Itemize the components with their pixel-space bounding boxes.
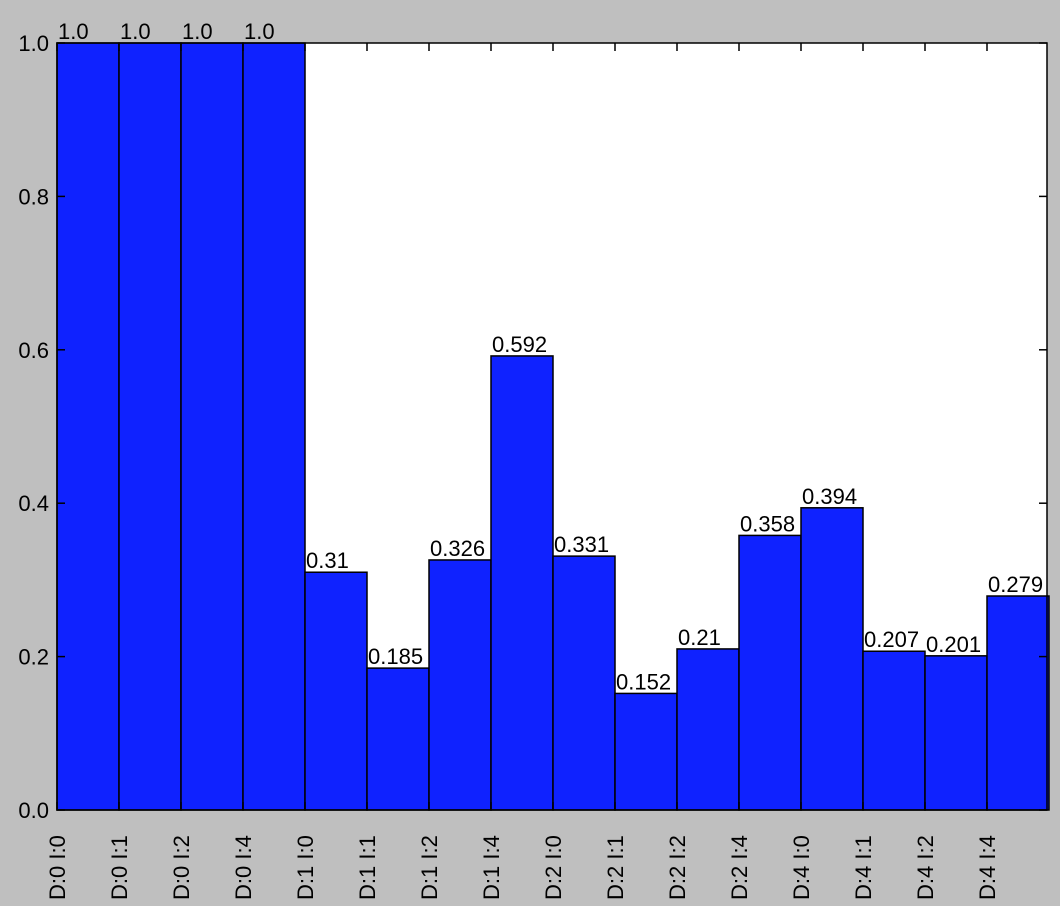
x-tick-label-2: D:0 I:2 — [169, 835, 194, 900]
bar-10 — [676, 648, 740, 811]
value-label-12: 0.394 — [802, 484, 857, 509]
x-tick-label-14: D:4 I:2 — [913, 835, 938, 900]
bar-4 — [304, 571, 368, 811]
x-tick-label-6: D:1 I:2 — [417, 835, 442, 900]
x-tick-label-7: D:1 I:4 — [479, 835, 504, 900]
y-tick-label-5: 1.0 — [18, 31, 49, 56]
y-tick-label-3: 0.6 — [18, 338, 49, 363]
bar-13 — [862, 650, 926, 811]
bar-6 — [428, 559, 492, 811]
bar-11 — [738, 534, 802, 811]
value-label-14: 0.201 — [926, 632, 981, 657]
value-label-1: 1.0 — [120, 19, 151, 44]
x-tick-label-8: D:2 I:0 — [541, 835, 566, 900]
x-tick-label-1: D:0 I:1 — [107, 835, 132, 900]
value-label-10: 0.21 — [678, 625, 721, 650]
bar-15 — [986, 595, 1050, 811]
value-label-7: 0.592 — [492, 332, 547, 357]
x-tick-label-0: D:0 I:0 — [45, 835, 70, 900]
x-tick-label-9: D:2 I:1 — [603, 835, 628, 900]
bar-0 — [56, 42, 120, 811]
y-axis: 0.0 0.2 0.4 0.6 0.8 1.0 — [18, 31, 1047, 823]
value-label-15: 0.279 — [988, 572, 1043, 597]
value-label-0: 1.0 — [58, 19, 89, 44]
bar-9 — [614, 692, 678, 811]
x-tick-label-12: D:4 I:0 — [789, 835, 814, 900]
bar-14 — [924, 655, 988, 811]
bar-7 — [490, 355, 554, 811]
x-tick-label-4: D:1 I:0 — [293, 835, 318, 900]
bar-3 — [242, 42, 306, 811]
value-label-8: 0.331 — [554, 532, 609, 557]
x-tick-label-11: D:2 I:4 — [727, 835, 752, 900]
value-labels-group: 1.0 1.0 1.0 1.0 0.31 0.185 0.326 0.592 0.331 0.15… — [58, 19, 1043, 694]
value-label-11: 0.358 — [740, 511, 795, 536]
bars-group — [56, 42, 1050, 811]
x-tick-label-10: D:2 I:2 — [665, 835, 690, 900]
x-tick-label-5: D:1 I:1 — [355, 835, 380, 900]
y-tick-label-4: 0.8 — [18, 184, 49, 209]
value-label-9: 0.152 — [616, 669, 671, 694]
x-tick-label-13: D:4 I:1 — [851, 835, 876, 900]
bar-2 — [180, 42, 244, 811]
bar-1 — [118, 42, 182, 811]
x-tick-label-15: D:4 I:4 — [975, 835, 1000, 900]
y-tick-label-1: 0.2 — [18, 645, 49, 670]
value-label-6: 0.326 — [430, 536, 485, 561]
value-label-13: 0.207 — [864, 627, 919, 652]
value-label-3: 1.0 — [244, 19, 275, 44]
bar-8 — [552, 555, 616, 811]
y-tick-label-0: 0.0 — [18, 798, 49, 823]
y-tick-label-2: 0.4 — [18, 491, 49, 516]
x-tick-label-3: D:0 I:4 — [231, 835, 256, 900]
value-label-4: 0.31 — [306, 548, 349, 573]
bar-5 — [366, 667, 430, 811]
plot-frame — [56, 42, 1048, 811]
value-label-2: 1.0 — [182, 19, 213, 44]
value-label-5: 0.185 — [368, 644, 423, 669]
bar-12 — [800, 507, 864, 811]
x-axis: D:0 I:0 D:0 I:1 D:0 I:2 D:0 I:4 D:1 I:0 D:1 I… — [45, 43, 1000, 900]
